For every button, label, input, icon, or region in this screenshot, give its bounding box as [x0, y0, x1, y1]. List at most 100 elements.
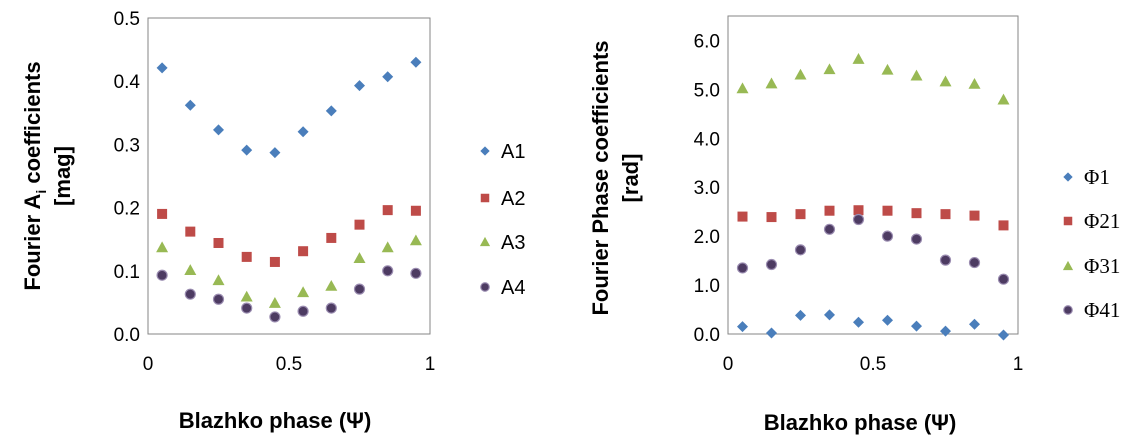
data-point — [795, 309, 806, 321]
amplitude-chart: 0.00.10.20.30.40.5 0 0.5 1 Fourier Ai coef… — [20, 9, 525, 433]
data-point — [353, 283, 366, 295]
data-point — [354, 219, 365, 230]
data-point — [968, 78, 981, 89]
y-tick-label: 0.3 — [114, 135, 140, 156]
x-tick-label: 0 — [143, 354, 154, 375]
y-tick-label: 0.5 — [114, 9, 140, 30]
data-point — [382, 205, 393, 216]
series-Φ21 — [737, 205, 1009, 231]
x-axis-title: Blazhko phase (Ψ) — [764, 410, 957, 435]
data-point — [269, 256, 280, 267]
legend-marker — [1063, 305, 1073, 315]
legend-marker — [1063, 172, 1073, 182]
data-points — [736, 53, 1010, 341]
legend-item: A1 — [480, 141, 525, 163]
phase-chart: 0.01.02.03.04.05.06.0 0 0.5 1 Fourier Phas… — [588, 15, 1120, 435]
series-A4 — [156, 265, 422, 323]
y-axis-title-unit: [mag] — [50, 146, 75, 206]
data-point — [409, 234, 422, 246]
y-axis-title-unit: [rad] — [618, 154, 643, 203]
y-tick-label: 3.0 — [694, 178, 720, 199]
x-tick-label: 0 — [723, 354, 734, 375]
data-point — [410, 267, 422, 279]
data-point — [853, 316, 864, 328]
data-point — [911, 320, 922, 332]
data-point — [969, 210, 980, 221]
data-point — [881, 63, 894, 75]
data-point — [241, 251, 252, 262]
data-point — [241, 144, 253, 156]
legend-item: A2 — [480, 188, 525, 210]
data-point — [410, 56, 422, 68]
series-Φ31 — [736, 53, 1010, 105]
data-point — [354, 80, 365, 92]
y-tick-labels: 0.0 0.1 0.2 0.3 0.4 0.5 — [114, 9, 141, 346]
data-point — [969, 318, 980, 330]
data-point — [853, 205, 864, 216]
data-point — [823, 223, 836, 235]
legend-item: Φ1 — [1063, 165, 1110, 189]
y-axis-title: Fourier Ai coefficients — [20, 61, 49, 290]
data-point — [297, 305, 309, 317]
legend-marker — [480, 282, 490, 292]
data-point — [184, 264, 197, 275]
data-point — [297, 126, 309, 138]
legend-marker — [480, 146, 490, 156]
plot-area — [147, 17, 431, 335]
legend-item: A3 — [479, 232, 525, 254]
y-tick-label: 5.0 — [694, 80, 720, 101]
data-point — [765, 77, 778, 89]
y-tick-label: 0.0 — [694, 325, 720, 346]
plot-area — [727, 15, 1019, 335]
y-tick-label: 0.4 — [114, 72, 141, 93]
legend-label: A3 — [501, 232, 525, 254]
data-point — [766, 212, 777, 223]
data-point — [736, 82, 749, 94]
data-point — [997, 93, 1010, 105]
series-Φ41 — [736, 213, 1010, 285]
x-axis-title: Blazhko phase (Ψ) — [179, 408, 372, 433]
data-point — [156, 241, 169, 253]
legend-marker — [479, 236, 491, 247]
data-point — [910, 233, 923, 245]
legend-marker — [1063, 216, 1073, 226]
data-point — [269, 147, 281, 159]
data-point — [939, 75, 952, 87]
data-point — [911, 208, 922, 219]
y-axis-title: Fourier Phase coefficients — [588, 40, 613, 315]
y-tick-label: 0.1 — [114, 262, 140, 283]
data-point — [794, 68, 807, 80]
x-tick-labels: 0 0.5 1 — [143, 354, 436, 375]
legend-label: Φ31 — [1084, 254, 1120, 278]
y-tick-label: 4.0 — [694, 129, 720, 150]
legend-label: A1 — [501, 141, 525, 163]
data-point — [737, 321, 748, 333]
y-tick-label: 0.0 — [114, 325, 140, 346]
data-point — [736, 262, 749, 274]
data-point — [882, 205, 893, 216]
x-tick-label: 1 — [1013, 354, 1024, 375]
data-point — [184, 99, 196, 111]
x-tick-label: 0.5 — [276, 354, 302, 375]
data-point — [382, 71, 394, 83]
data-point — [240, 290, 253, 302]
data-point — [325, 279, 338, 291]
data-point — [823, 63, 836, 75]
legend-label: A2 — [501, 188, 525, 210]
data-point — [852, 53, 865, 64]
data-point — [998, 329, 1009, 341]
data-point — [156, 62, 168, 74]
legend-marker — [480, 193, 490, 203]
data-point — [765, 258, 778, 271]
legend-label: A4 — [501, 277, 525, 299]
data-point — [326, 232, 337, 243]
data-point — [212, 274, 225, 286]
legend-label: Φ1 — [1084, 165, 1110, 189]
data-point — [185, 226, 196, 237]
data-point — [881, 230, 894, 242]
data-point — [325, 105, 337, 117]
y-tick-label: 6.0 — [694, 31, 720, 52]
y-axis-title-part1: Fourier A — [20, 194, 45, 291]
y-tick-label: 2.0 — [694, 227, 720, 248]
